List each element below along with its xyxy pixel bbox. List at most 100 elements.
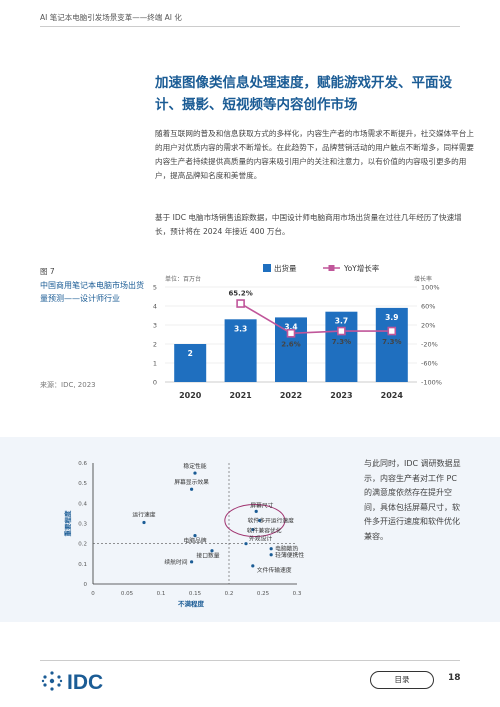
y-tick-label: 5 [153,284,157,292]
legend-line-marker [328,265,335,271]
y-tick-label: 1 [153,360,157,368]
growth-value-label: 2.6% [281,340,300,348]
x-tick-label: 2020 [179,391,202,400]
growth-value-label: 65.2% [228,290,252,298]
y-tick-label: 2 [153,341,157,349]
x-tick-label: 2024 [381,391,404,400]
bar-value-label: 3.7 [335,317,348,326]
scatter-point [190,560,194,564]
growth-marker [236,299,245,308]
scatter-point-label: 软件多开运行速度 [248,516,295,524]
y-tick-label: 4 [153,303,157,311]
scatter-point-label: 电脑散热 [275,545,298,553]
figure-source: 来源：IDC, 2023 [40,381,96,389]
y-tick-label: 0.5 [78,481,87,487]
satisfaction-scatter-chart: 0 0.1 0.2 0.3 0.4 0.5 0.6 0 0.05 0.1 0.15 0.2 0.25 0.… [63,461,304,608]
x-tick-label: 0.3 [293,591,302,597]
bar [275,317,307,382]
y-tick-label: 0 [84,582,88,588]
growth-marker [337,326,346,336]
x-tick-label: 0 [91,591,95,597]
y-axis-label: 单位：百万台 [165,275,201,283]
x-tick-label: 0.25 [257,591,270,597]
footer-divider [40,660,460,661]
scatter-point [254,509,258,513]
logo-wordmark: IDC [67,671,103,694]
scatter-point [251,564,255,568]
scatter-point [258,518,262,523]
scatter-point-label: 接口数量 [196,552,219,560]
x-tick-label: 0.1 [157,591,166,597]
scatter-point-label: 电脑品牌 [183,537,206,545]
y-tick-label: 0 [153,379,157,387]
y-tick-label: 0.3 [78,522,87,528]
x-tick-label: 2023 [330,391,352,400]
scatter-point-label: 运行速度 [132,510,155,518]
scatter-point-label: 续航时间 [164,558,187,566]
scatter-point [193,534,197,538]
body-paragraph-1: 随着互联网的普及和信息获取方式的多样化，内容生产者的市场需求不断提升，社交媒体平… [155,129,474,180]
scatter-point-label: 屏幕尺寸 [250,501,273,509]
scatter-point-label: 屏幕显示效果 [174,478,209,486]
y2-tick-label: -100% [421,379,442,387]
y-tick-label: 3 [153,322,157,330]
figure-title: 中国商用笔记本电脑市场出货量预测——设计师行业 [40,281,144,303]
growth-marker [286,328,296,338]
legend-bar-label: 出货量 [274,263,297,273]
x-tick-label: 2021 [229,391,252,400]
y-tick-label: 0.2 [78,542,87,548]
y-axis-title: 重要程度 [63,510,72,537]
y2-axis-label: 增长率 [414,275,432,283]
bar-value-label: 2 [188,349,193,358]
scatter-point-label: 文件传输速度 [257,566,292,574]
body-paragraph-2: 基于 IDC 电脑市场销售追踪数据，中国设计师电脑商用市场出货量在过往几年经历了… [155,213,462,236]
bar [325,311,358,382]
y2-tick-label: 60% [421,303,435,311]
scatter-point [210,549,214,553]
y-tick-label: 0.1 [78,562,87,568]
scatter-point [193,471,197,475]
x-tick-label: 0.15 [189,591,202,597]
toc-button[interactable]: 目录 [370,671,434,689]
legend-bar-swatch [263,264,271,272]
scatter-point-label: 轻薄便携性 [275,551,304,559]
scatter-point-label: 外观设计 [249,535,272,543]
y-tick-label: 0.4 [78,501,87,507]
scatter-point [244,542,248,546]
section-headline: 加速图像类信息处理速度，赋能游戏开发、平面设计、摄影、短视频等内容创作市场 [155,75,452,113]
growth-line [240,302,392,335]
growth-marker [387,326,397,336]
scatter-background-panel [0,437,500,622]
highlight-ellipse [224,503,286,537]
growth-value-label: 7.3% [332,338,351,346]
growth-value-label: 7.3% [382,338,401,346]
header-title: AI 笔记本电脑引发场景变革——终端 AI 化 [40,13,182,22]
y2-tick-label: -20% [421,341,438,349]
bar-value-label: 3.3 [234,324,247,333]
x-tick-label: 2022 [280,391,302,400]
figure-number: 图 7 [40,267,55,276]
bar [224,319,257,382]
x-tick-label: 0.2 [225,591,234,597]
legend-line-label: YoY增长率 [343,263,380,273]
scatter-point-label: 软件兼容优化 [247,527,282,535]
side-paragraph: 与此同时，IDC 调研数据显示，内容生产者对工作 PC 的满意度依然存在提升空间… [364,459,461,541]
page-number: 18 [448,673,461,683]
y2-tick-label: 20% [421,322,435,330]
scatter-point [269,547,273,551]
bar-value-label: 3.4 [284,322,297,331]
x-tick-label: 0.05 [121,591,134,597]
header-divider [40,26,460,27]
y2-tick-label: -60% [421,360,438,368]
bar-value-label: 3.9 [385,313,398,322]
idc-logo: IDC [41,671,103,694]
bar [174,344,207,382]
scatter-point [251,527,255,532]
bar [375,307,408,382]
y-tick-label: 0.6 [78,461,87,467]
y2-tick-label: 100% [421,284,440,292]
scatter-point-label: 稳定性能 [183,462,206,470]
scatter-point [142,520,146,525]
x-axis-title: 不满程度 [178,599,205,608]
